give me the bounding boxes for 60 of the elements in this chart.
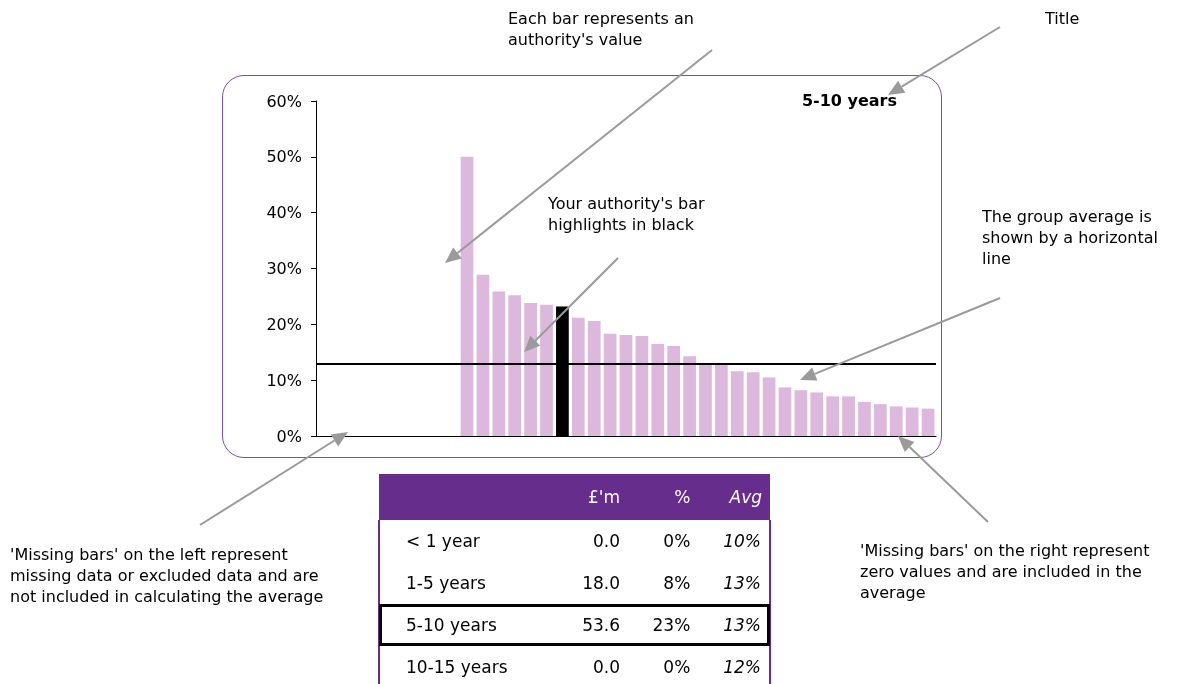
y-tick-label: 30%: [266, 259, 302, 278]
data-label: 13%: [698, 562, 770, 604]
text: Avg: [698, 474, 770, 520]
bar: [889, 406, 903, 436]
y-tick-label: 60%: [266, 91, 302, 111]
data-label: 23%: [651, 614, 692, 637]
bar: [715, 363, 728, 436]
category-label: 10-15 years: [379, 646, 558, 684]
data-label: 53.6: [581, 614, 621, 637]
bar: [921, 408, 935, 436]
text: £'m: [557, 474, 628, 520]
bar: [762, 377, 776, 436]
chart-title: 5-10 years: [801, 90, 898, 110]
bar: [730, 371, 744, 436]
category-label: < 1 year: [379, 520, 558, 562]
bar: [746, 372, 760, 436]
y-tick-label: 40%: [266, 203, 302, 223]
y-tick-label: 10%: [266, 370, 302, 390]
data-label: 18.0: [581, 572, 621, 595]
text: Title: [1045, 8, 1081, 29]
text: The group average is shown by a horizontal line: [982, 206, 1159, 269]
bar: [667, 346, 681, 436]
text: %: [628, 474, 699, 520]
data-label: 0.0: [591, 656, 621, 679]
bar: [540, 304, 553, 436]
bar: [460, 156, 474, 436]
bar: [683, 356, 696, 436]
data-label: 0%: [662, 656, 692, 679]
annotation: Your authority's bar highlights in black: [548, 193, 706, 235]
data-label: 0.0: [591, 530, 621, 553]
bar: [492, 291, 506, 436]
text: 'Missing bars' on the right represent zero values and are included in the average: [860, 540, 1150, 603]
bar: [699, 363, 712, 436]
data-label: 12%: [698, 646, 770, 684]
bar: [874, 404, 887, 436]
y-tick-label: 0%: [276, 426, 302, 446]
data-label: 13%: [698, 604, 770, 646]
bar: [858, 401, 871, 436]
bar: [508, 295, 522, 436]
category-label: 5-10 years: [379, 604, 558, 646]
text: 'Missing bars' on the left represent missing data or excluded data and are not included in calculating the average: [10, 544, 325, 607]
bar: [651, 343, 665, 436]
y-tick-label: 20%: [266, 314, 302, 334]
bar: [826, 396, 840, 436]
bar: [842, 396, 855, 436]
data-label: 0%: [662, 530, 692, 553]
bar: [635, 336, 649, 436]
bar: [587, 320, 601, 436]
bar: [476, 274, 490, 436]
bar: [603, 333, 617, 436]
bar: [778, 387, 792, 436]
category-label: 1-5 years: [379, 562, 558, 604]
y-tick-label: 50%: [266, 147, 302, 167]
bar: [810, 392, 824, 436]
data-label: 8%: [662, 572, 692, 595]
data-label: 10%: [698, 520, 770, 562]
bar: [794, 390, 808, 436]
bar: [571, 317, 585, 436]
text: Each bar represents an authority's value: [508, 8, 695, 50]
bar: [619, 334, 633, 436]
